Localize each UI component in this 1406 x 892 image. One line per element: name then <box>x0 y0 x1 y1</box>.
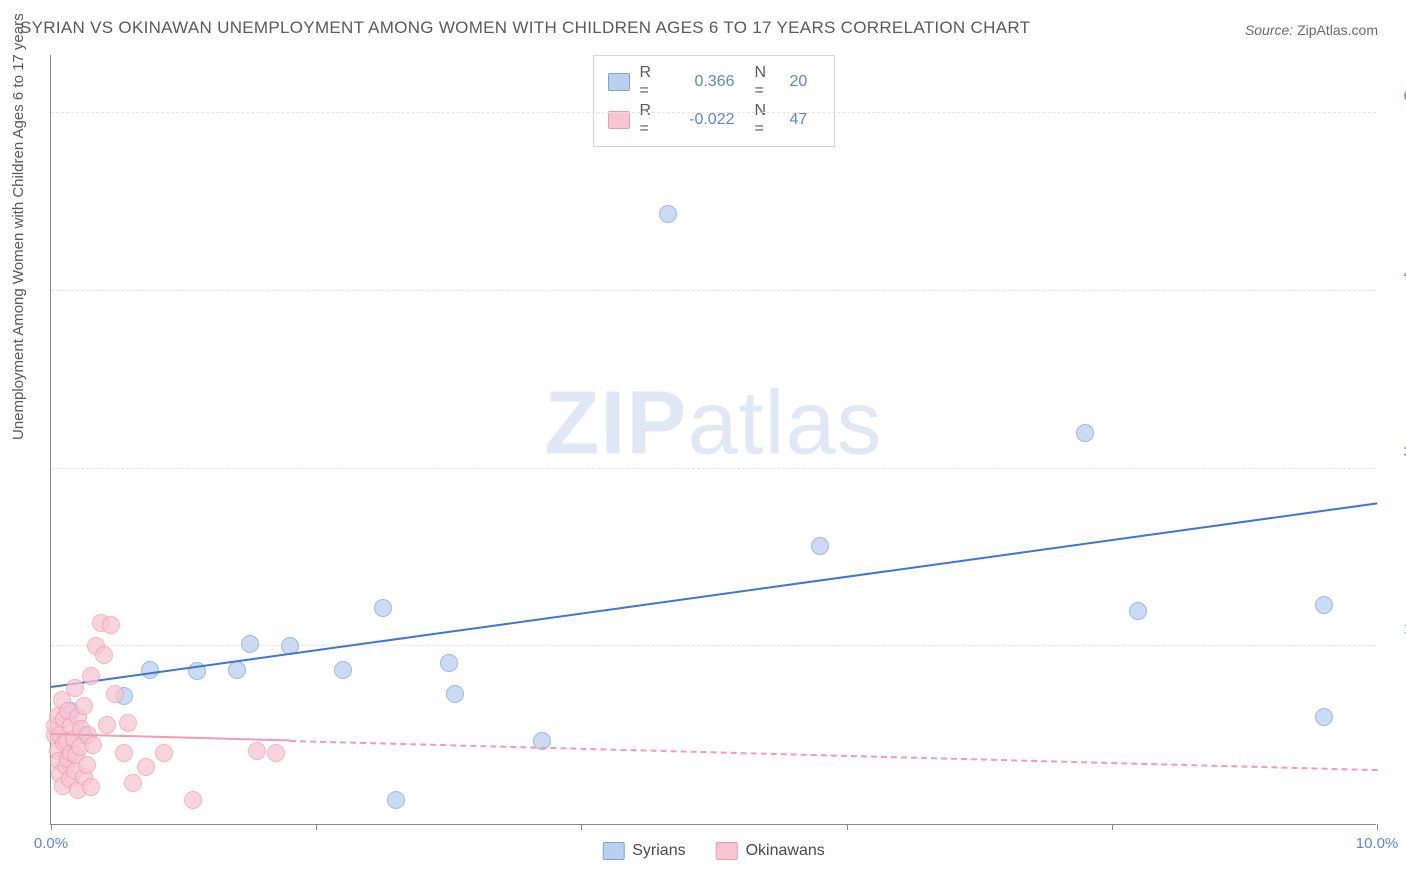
y-tick-label: 60.0% <box>1386 88 1406 105</box>
trend-line <box>51 502 1377 688</box>
data-point-syrians <box>228 661 246 679</box>
data-point-syrians <box>387 791 405 809</box>
legend-swatch-syrians <box>602 842 624 860</box>
data-point-syrians <box>446 685 464 703</box>
data-point-okinawans <box>78 756 96 774</box>
gridline-h <box>51 290 1376 291</box>
n-label: N = <box>755 64 780 100</box>
legend-swatch-syrians <box>608 73 630 91</box>
source-label: Source: <box>1245 22 1293 38</box>
legend-label-syrians: Syrians <box>632 842 685 860</box>
legend-item-okinawans: Okinawans <box>716 842 825 860</box>
legend-swatch-okinawans <box>608 111 630 129</box>
data-point-syrians <box>440 654 458 672</box>
data-point-okinawans <box>66 679 84 697</box>
source-attribution: Source: ZipAtlas.com <box>1245 22 1378 38</box>
trend-line <box>290 740 1377 771</box>
r-label: R = <box>640 64 665 100</box>
legend-label-okinawans: Okinawans <box>746 842 825 860</box>
n-label: N = <box>755 102 780 138</box>
data-point-okinawans <box>75 697 93 715</box>
data-point-okinawans <box>119 714 137 732</box>
data-point-okinawans <box>98 716 116 734</box>
data-point-okinawans <box>95 646 113 664</box>
data-point-syrians <box>334 661 352 679</box>
chart-title: SYRIAN VS OKINAWAN UNEMPLOYMENT AMONG WO… <box>20 18 1030 38</box>
x-tick-label: 10.0% <box>1356 835 1399 852</box>
y-tick-label: 15.0% <box>1386 621 1406 638</box>
data-point-okinawans <box>115 744 133 762</box>
data-point-syrians <box>141 661 159 679</box>
data-point-syrians <box>1315 596 1333 614</box>
data-point-okinawans <box>124 774 142 792</box>
data-point-syrians <box>374 599 392 617</box>
x-tick-label: 0.0% <box>34 835 68 852</box>
x-tick-mark <box>1112 824 1113 830</box>
r-value-okinawans: -0.022 <box>675 111 735 129</box>
y-tick-label: 30.0% <box>1386 443 1406 460</box>
data-point-syrians <box>241 635 259 653</box>
data-point-okinawans <box>184 791 202 809</box>
data-point-syrians <box>659 205 677 223</box>
y-axis-label: Unemployment Among Women with Children A… <box>10 13 27 440</box>
legend-row-okinawans: R = -0.022 N = 47 <box>608 102 820 138</box>
x-tick-mark <box>316 824 317 830</box>
x-tick-mark <box>51 824 52 830</box>
legend-swatch-okinawans <box>716 842 738 860</box>
series-legend: Syrians Okinawans <box>602 842 825 860</box>
n-value-okinawans: 47 <box>790 111 820 129</box>
n-value-syrians: 20 <box>790 73 820 91</box>
data-point-okinawans <box>82 667 100 685</box>
r-label: R = <box>640 102 665 138</box>
x-tick-mark <box>847 824 848 830</box>
watermark-light: atlas <box>687 374 882 474</box>
data-point-syrians <box>1315 708 1333 726</box>
gridline-h <box>51 112 1376 113</box>
data-point-okinawans <box>84 736 102 754</box>
data-point-okinawans <box>82 778 100 796</box>
data-point-okinawans <box>102 616 120 634</box>
watermark-bold: ZIP <box>544 374 687 474</box>
legend-row-syrians: R = 0.366 N = 20 <box>608 64 820 100</box>
x-tick-mark <box>1377 824 1378 830</box>
data-point-syrians <box>1076 424 1094 442</box>
data-point-syrians <box>811 537 829 555</box>
correlation-legend: R = 0.366 N = 20 R = -0.022 N = 47 <box>593 55 835 147</box>
data-point-okinawans <box>248 742 266 760</box>
data-point-okinawans <box>155 744 173 762</box>
data-point-okinawans <box>137 758 155 776</box>
chart-plot-area: ZIPatlas R = 0.366 N = 20 R = -0.022 N =… <box>50 55 1376 825</box>
data-point-okinawans <box>267 744 285 762</box>
source-value: ZipAtlas.com <box>1297 22 1378 38</box>
y-tick-label: 45.0% <box>1386 265 1406 282</box>
watermark: ZIPatlas <box>544 373 882 476</box>
legend-item-syrians: Syrians <box>602 842 685 860</box>
gridline-h <box>51 468 1376 469</box>
x-tick-mark <box>581 824 582 830</box>
data-point-okinawans <box>106 685 124 703</box>
r-value-syrians: 0.366 <box>675 73 735 91</box>
data-point-syrians <box>1129 602 1147 620</box>
